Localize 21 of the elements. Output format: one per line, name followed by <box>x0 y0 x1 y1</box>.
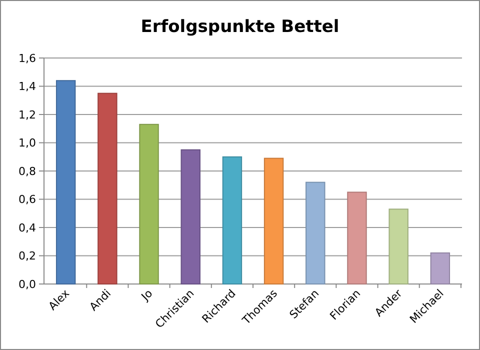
bar <box>139 124 159 284</box>
y-tick-label: 1,0 <box>18 136 36 150</box>
y-tick-label: 0,8 <box>18 164 36 178</box>
bar <box>264 158 284 284</box>
bar <box>388 208 408 284</box>
x-tick-label: Jo <box>138 286 156 304</box>
chart-title: Erfolgspunkte Bettel <box>140 17 340 37</box>
y-tick-label: 1,2 <box>18 108 36 122</box>
bar <box>306 182 326 284</box>
bar <box>98 92 118 284</box>
y-tick-label: 0,6 <box>18 193 36 206</box>
y-tick-label: 0,2 <box>18 250 36 263</box>
bar <box>347 192 367 284</box>
bar <box>180 149 200 284</box>
bar <box>430 252 450 284</box>
bar <box>56 80 76 284</box>
y-tick-label: 1,6 <box>18 52 36 65</box>
y-tick-label: 0,0 <box>18 278 36 291</box>
y-tick-label: 0,4 <box>18 221 36 234</box>
y-tick-label: 1,4 <box>18 80 36 94</box>
bar <box>222 156 242 284</box>
